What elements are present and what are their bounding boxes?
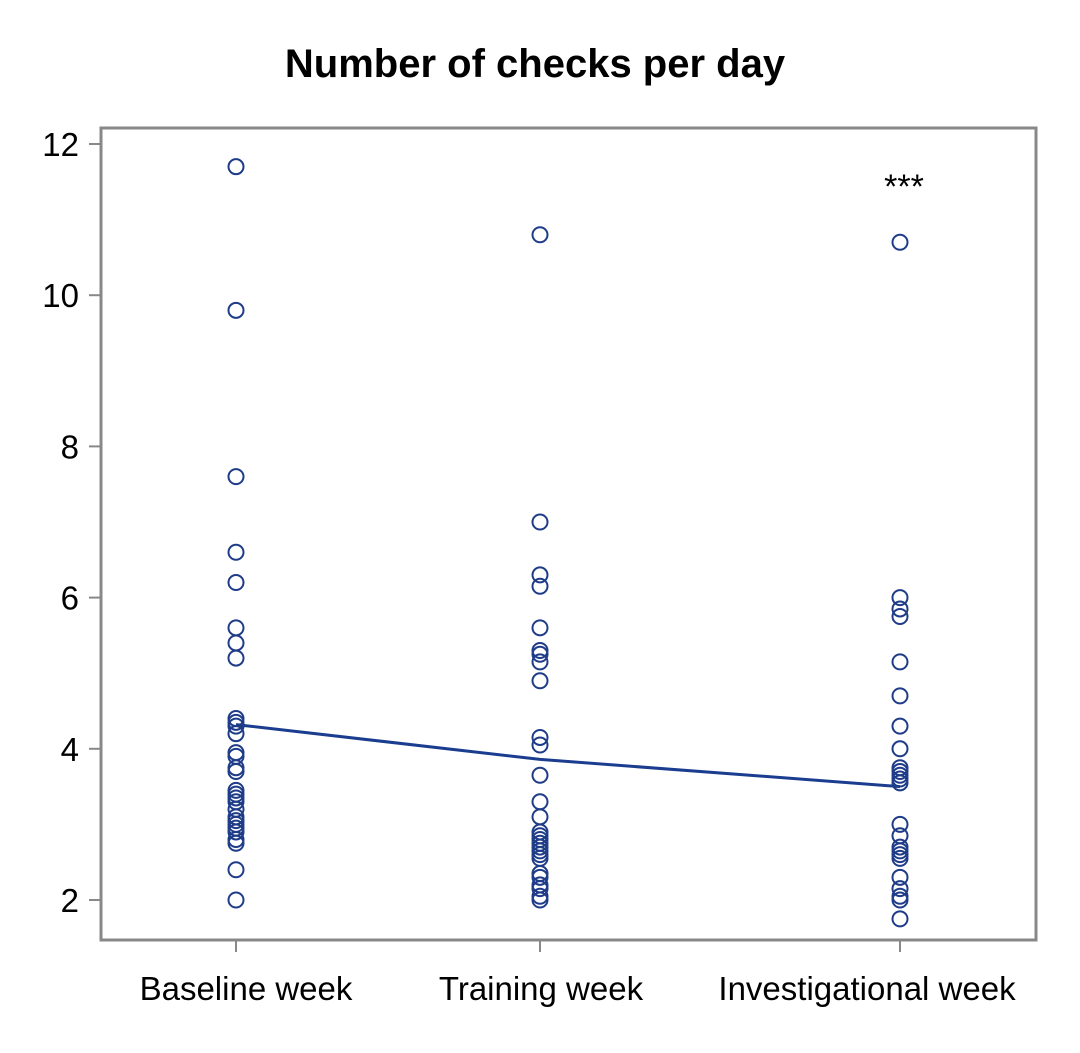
significance-annotation: *** xyxy=(884,168,924,206)
data-point xyxy=(891,910,909,928)
data-point xyxy=(531,766,549,784)
data-point xyxy=(531,808,549,826)
data-point xyxy=(531,880,549,898)
data-point xyxy=(531,672,549,690)
data-point xyxy=(891,880,909,898)
y-tick-label: 2 xyxy=(61,882,79,919)
chart-title: Number of checks per day xyxy=(285,42,786,86)
plot-frame xyxy=(99,126,1038,942)
data-point xyxy=(891,774,909,792)
data-point xyxy=(227,543,245,561)
data-point xyxy=(531,619,549,637)
data-point xyxy=(227,649,245,667)
mean-line-layer xyxy=(235,723,901,789)
data-point xyxy=(227,725,245,743)
annotations: *** xyxy=(884,168,924,206)
data-point xyxy=(227,301,245,319)
data-point xyxy=(227,759,245,777)
data-point xyxy=(227,619,245,637)
data-point xyxy=(227,158,245,176)
data-point xyxy=(891,740,909,758)
x-axis: Baseline week Training week Investigationa… xyxy=(140,940,1016,1007)
data-point xyxy=(531,793,549,811)
data-point xyxy=(891,717,909,735)
data-point xyxy=(531,728,549,746)
data-point xyxy=(531,513,549,531)
data-point xyxy=(891,600,909,618)
y-tick-label: 8 xyxy=(61,428,79,465)
data-point xyxy=(531,566,549,584)
data-point xyxy=(531,891,549,909)
data-point xyxy=(227,717,245,735)
data-point xyxy=(891,868,909,886)
data-point xyxy=(891,849,909,867)
data-points xyxy=(227,158,909,928)
data-point xyxy=(891,608,909,625)
data-point xyxy=(891,233,909,251)
data-point xyxy=(891,589,909,607)
data-point xyxy=(227,634,245,652)
y-tick-label: 12 xyxy=(42,126,79,163)
data-point xyxy=(227,891,245,909)
data-point xyxy=(531,577,549,595)
data-point xyxy=(227,834,245,852)
data-point xyxy=(531,868,549,886)
x-tick-label: Training week xyxy=(439,970,644,1007)
y-axis: 2 4 6 8 10 12 xyxy=(42,126,101,919)
data-point xyxy=(531,645,549,663)
data-point xyxy=(891,687,909,705)
data-point xyxy=(227,861,245,879)
y-tick-label: 6 xyxy=(61,580,79,617)
data-point xyxy=(531,736,549,754)
data-point xyxy=(891,891,909,909)
x-tick-label: Investigational week xyxy=(718,970,1016,1007)
data-point xyxy=(531,653,549,671)
y-tick-label: 4 xyxy=(61,731,79,768)
data-point xyxy=(227,762,245,780)
data-point xyxy=(227,823,245,841)
data-point xyxy=(227,573,245,591)
x-tick-label: Baseline week xyxy=(140,970,353,1007)
data-point xyxy=(531,226,549,244)
y-tick-label: 10 xyxy=(42,277,79,314)
data-point xyxy=(227,744,245,762)
data-point xyxy=(227,468,245,486)
mean-line xyxy=(235,723,901,789)
data-point xyxy=(891,653,909,671)
data-point xyxy=(891,815,909,833)
